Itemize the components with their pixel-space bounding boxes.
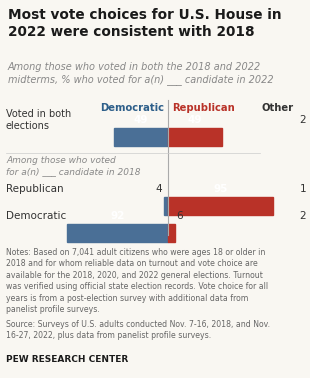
Text: Other: Other — [262, 103, 294, 113]
Text: 1: 1 — [300, 184, 306, 194]
Text: Among those who voted in both the 2018 and 2022
midterms, % who voted for a(n) _: Among those who voted in both the 2018 a… — [8, 62, 274, 85]
Text: 2: 2 — [300, 115, 306, 125]
Text: Democratic: Democratic — [6, 211, 66, 221]
Text: Republican: Republican — [172, 103, 235, 113]
Text: PEW RESEARCH CENTER: PEW RESEARCH CENTER — [6, 355, 128, 364]
Text: 6: 6 — [177, 211, 183, 221]
Text: Among those who voted
for a(n) ___ candidate in 2018: Among those who voted for a(n) ___ candi… — [6, 156, 140, 176]
Text: Voted in both
elections: Voted in both elections — [6, 109, 71, 131]
Bar — [168, 128, 222, 146]
Bar — [114, 128, 168, 146]
Text: Democratic: Democratic — [100, 103, 164, 113]
Bar — [67, 224, 168, 242]
Text: Source: Surveys of U.S. adults conducted Nov. 7-16, 2018, and Nov.
16-27, 2022, : Source: Surveys of U.S. adults conducted… — [6, 320, 270, 341]
Text: 49: 49 — [134, 115, 148, 125]
Text: 92: 92 — [110, 211, 125, 221]
Text: Most vote choices for U.S. House in
2022 were consistent with 2018: Most vote choices for U.S. House in 2022… — [8, 8, 281, 39]
Text: Republican: Republican — [6, 184, 64, 194]
Text: 4: 4 — [155, 184, 162, 194]
Text: 49: 49 — [188, 115, 202, 125]
Text: 95: 95 — [213, 184, 228, 194]
Bar — [168, 224, 175, 242]
Text: 2: 2 — [300, 211, 306, 221]
Text: Notes: Based on 7,041 adult citizens who were ages 18 or older in
2018 and for w: Notes: Based on 7,041 adult citizens who… — [6, 248, 268, 314]
Bar — [164, 197, 168, 215]
Bar — [168, 197, 272, 215]
